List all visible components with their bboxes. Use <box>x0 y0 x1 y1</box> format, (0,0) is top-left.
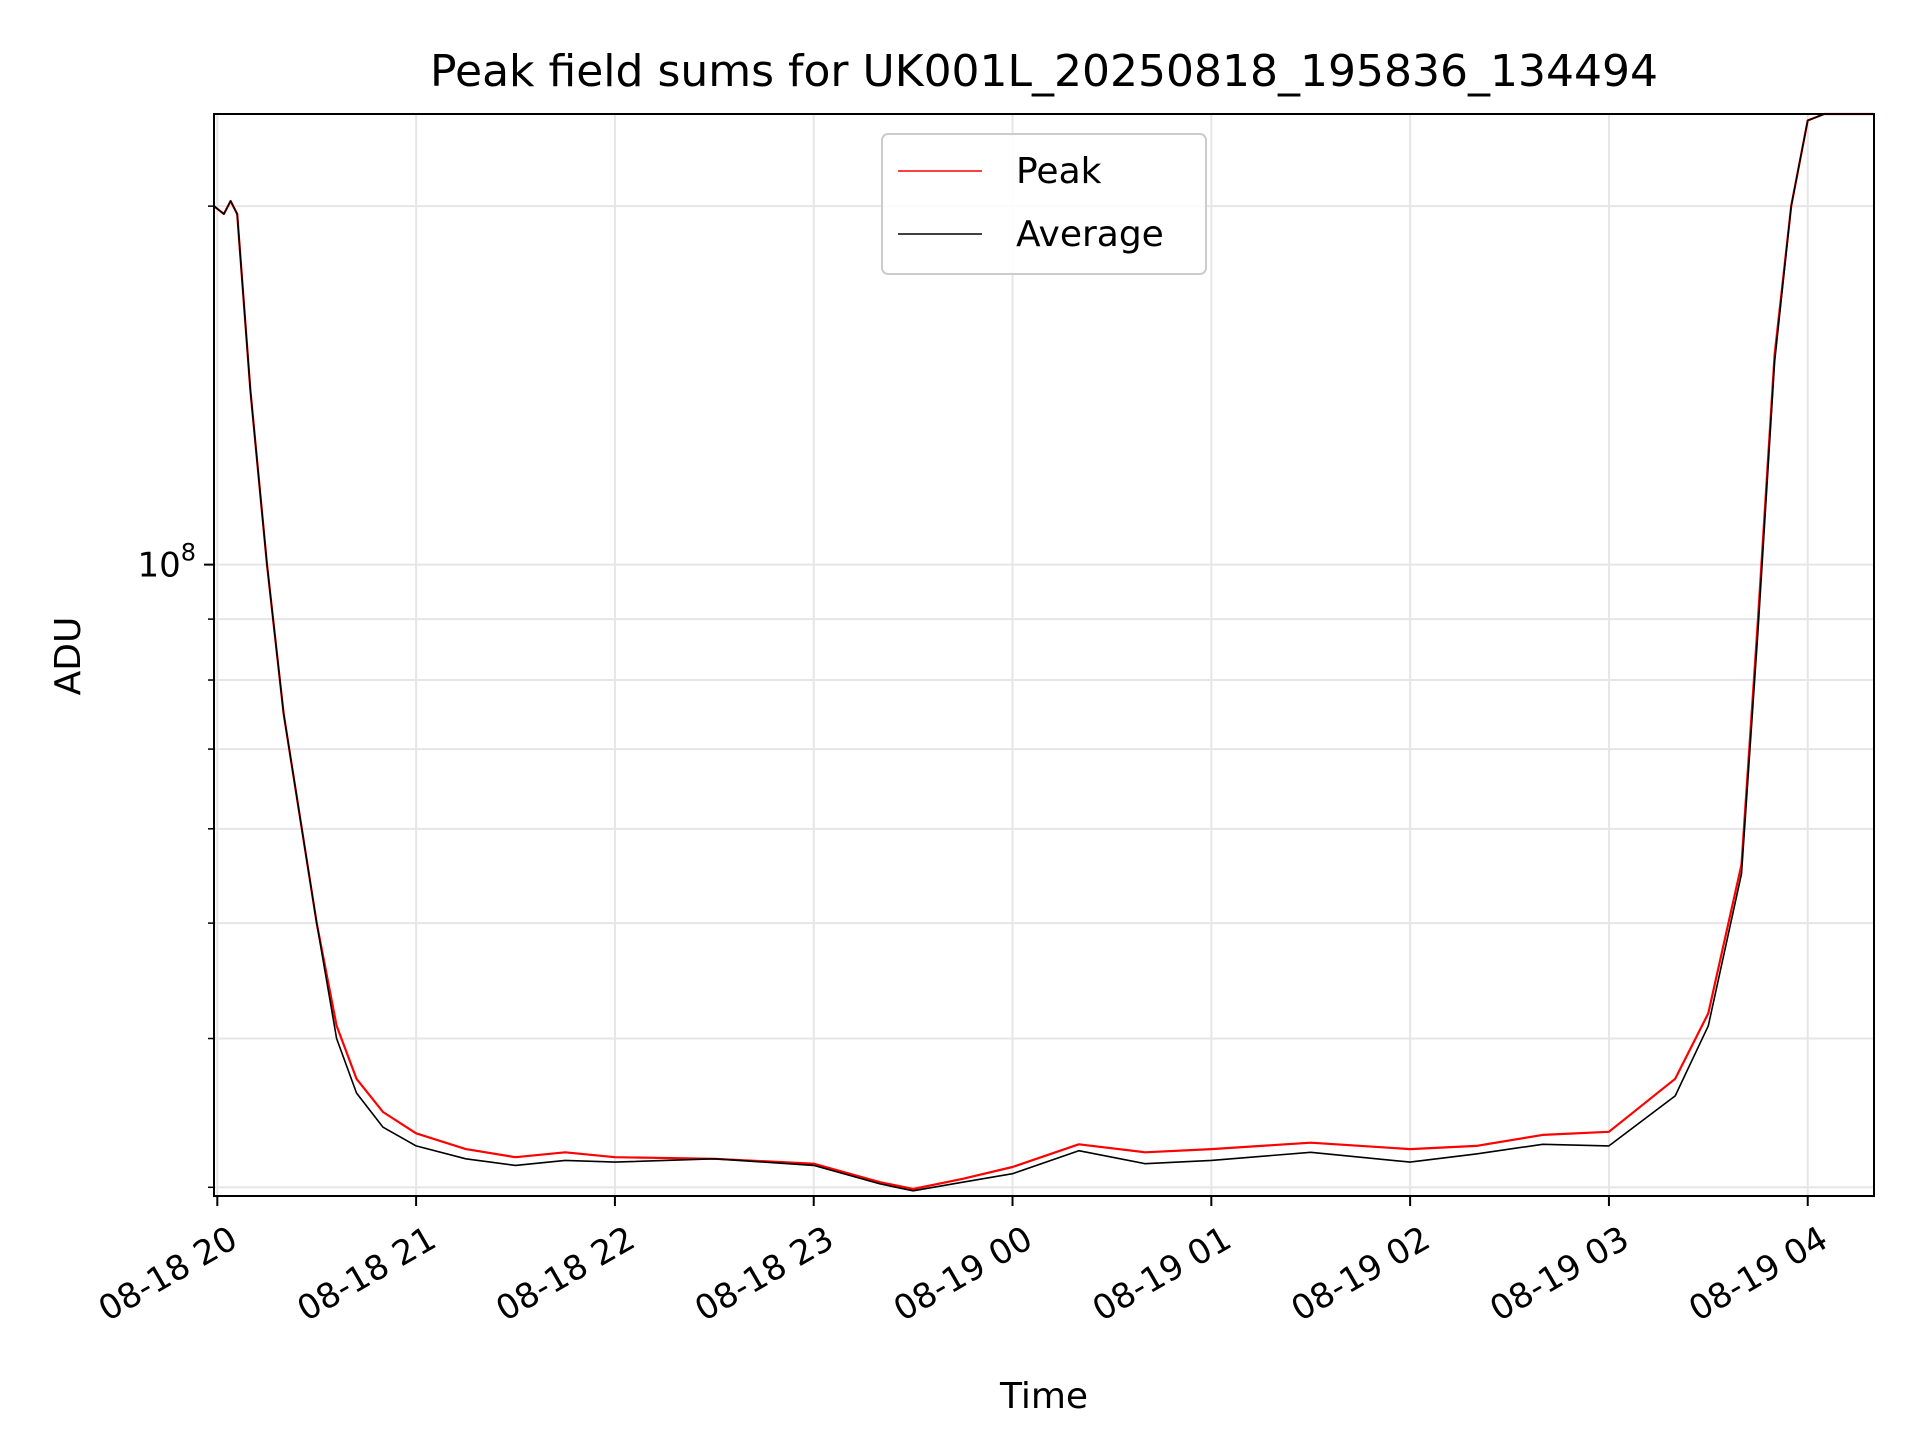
series-line-average <box>213 113 1874 1192</box>
chart-title: Peak field sums for UK001L_20250818_1958… <box>430 46 1658 97</box>
legend-label-peak: Peak <box>1016 151 1102 192</box>
x-axis-label: Time <box>999 1376 1088 1417</box>
grid-lines <box>214 114 1874 1196</box>
y-tick-exponent: 8 <box>181 539 196 567</box>
y-axis-label: ADU <box>48 617 89 696</box>
legend-label-average: Average <box>1016 214 1164 255</box>
y-tick-base: 10 <box>137 546 180 586</box>
legend: Peak Average <box>881 133 1207 275</box>
y-axis: 108 <box>137 205 214 1189</box>
legend-box <box>881 133 1207 275</box>
series-layer <box>213 112 1874 1192</box>
y-tick-label: 108 <box>137 539 196 586</box>
plot-frame <box>213 113 1875 1197</box>
